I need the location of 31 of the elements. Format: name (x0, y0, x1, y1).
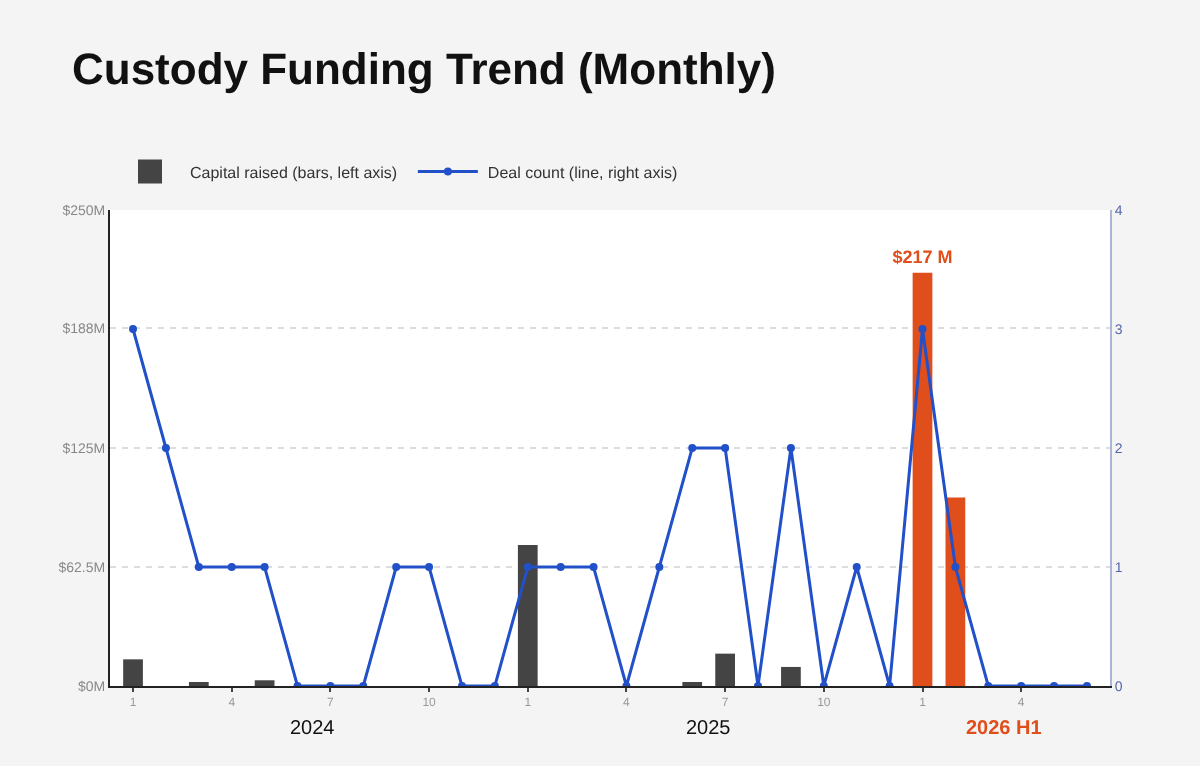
bar (715, 653, 735, 686)
point (951, 563, 960, 571)
point (129, 325, 138, 333)
bar (123, 659, 143, 686)
legend-label: Capital raised (bars, left axis) (190, 163, 398, 182)
point (688, 444, 697, 452)
bar (254, 680, 275, 686)
point (392, 563, 401, 571)
point (918, 325, 927, 333)
legend-label: Deal count (line, right axis) (487, 163, 678, 182)
point (655, 563, 664, 571)
point (523, 563, 532, 571)
point (556, 563, 565, 571)
point (425, 563, 434, 571)
bar (517, 545, 538, 686)
bar (912, 272, 933, 686)
point (852, 563, 861, 571)
bar (781, 666, 801, 686)
point (589, 563, 598, 571)
point (786, 444, 795, 452)
bar (945, 497, 966, 686)
text: 2025 (686, 718, 732, 740)
point (161, 444, 170, 452)
point (260, 563, 269, 571)
data-label: $217 M (892, 246, 953, 267)
point (721, 444, 730, 452)
point (227, 563, 236, 571)
point (194, 563, 203, 571)
text: 2026 H1 (966, 718, 1043, 740)
text: 2024 (290, 718, 336, 740)
chart-title: Custody Funding Trend (Monthly) (72, 44, 776, 95)
